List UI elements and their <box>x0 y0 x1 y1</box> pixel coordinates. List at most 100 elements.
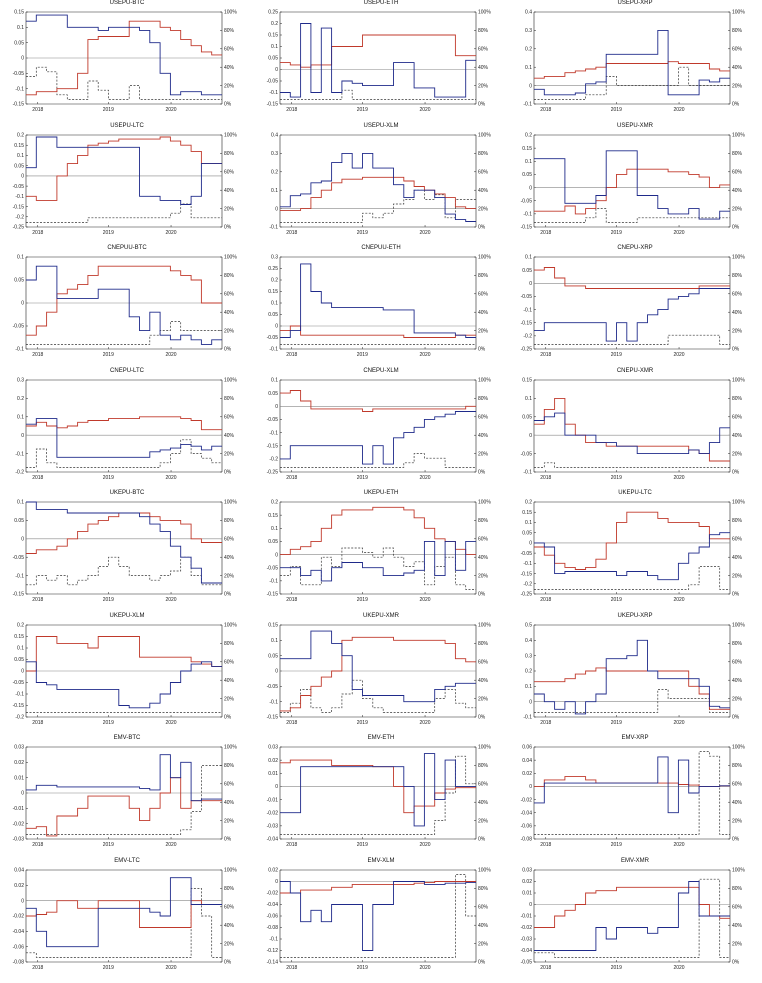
x-tick-label: 2020 <box>419 230 430 236</box>
y-tick-label: 0.05 <box>14 163 24 169</box>
chart-title: UKEPU-XMR <box>362 612 399 619</box>
y-tick-label: -0.03 <box>521 936 533 942</box>
y-tick-label: 0.1 <box>525 684 532 690</box>
y2-tick-label: 0% <box>224 959 232 965</box>
y2-tick-label: 80% <box>224 763 235 769</box>
chart-svg: 0.03 0.02 0.01 0 -0.01 -0.02 -0.03 -0.04 100% 80%… <box>267 745 492 848</box>
x-tick-label: 2018 <box>540 597 551 603</box>
y-tick-label: 0 <box>275 879 278 885</box>
y-tick-label: -0.05 <box>13 71 25 77</box>
y-tick-label: 0.02 <box>14 760 24 766</box>
chart-svg: 0.4 0.3 0.2 0.1 0 -0.1 100% 80% 60% 40% 20% 0% 2018 2… <box>523 10 745 113</box>
y-tick-label: 0.2 <box>525 132 532 138</box>
red-series <box>280 176 476 211</box>
y2-tick-label: 0% <box>478 714 486 720</box>
y2-tick-label: 60% <box>224 47 235 53</box>
y2-tick-label: 40% <box>732 187 743 193</box>
chart-panel: UKEPU-ETH 0.2 0.15 0.1 0.05 0 -0.05 -0.1 -0.15 10… <box>254 490 508 613</box>
y2-tick-label: 20% <box>478 328 489 334</box>
x-tick-label: 2018 <box>286 597 297 603</box>
y2-tick-label: 40% <box>732 800 743 806</box>
y-tick-label: -0.2 <box>15 214 24 220</box>
y2-tick-label: 80% <box>478 518 489 524</box>
red-series <box>26 265 222 336</box>
y2-tick-label: 100% <box>478 377 491 383</box>
chart-title: EMV-XLM <box>367 857 395 864</box>
y-tick-label: 0.1 <box>271 187 278 193</box>
x-tick-label: 2020 <box>165 842 176 848</box>
y-tick-label: 0 <box>529 83 532 89</box>
y-tick-label: 0 <box>21 537 24 543</box>
y-tick-label: 0.05 <box>14 657 24 663</box>
y2-tick-label: 20% <box>478 573 489 579</box>
y2-tick-label: 80% <box>224 273 235 279</box>
x-tick-label: 2019 <box>103 230 114 236</box>
y-tick-label: 0.15 <box>14 10 24 16</box>
y-tick-label: 0.1 <box>17 414 24 420</box>
y2-tick-label: 40% <box>224 922 235 928</box>
chart-title: CNEPU-LTC <box>110 367 144 374</box>
red-series <box>534 511 730 570</box>
y-tick-label: -0.02 <box>13 821 25 827</box>
blue-series <box>534 288 730 342</box>
y2-tick-label: 100% <box>224 622 237 628</box>
blue-series <box>26 14 222 96</box>
y2-tick-label: 80% <box>224 641 235 647</box>
y-tick-label: 0.1 <box>271 301 278 307</box>
chart-panel: CNEPU-LTC 0.3 0.2 0.1 0 -0.1 -0.2 100% 80% 60% 40%… <box>0 368 254 491</box>
chart-svg: 0.2 0.15 0.1 0.05 0 -0.05 -0.1 -0.15 100% 80% 60% 4… <box>267 500 492 603</box>
y2-tick-label: 20% <box>732 941 743 947</box>
probability-series <box>534 334 730 345</box>
blue-series <box>280 263 476 338</box>
y2-tick-label: 20% <box>732 206 743 212</box>
y-tick-label: -0.1 <box>269 224 278 230</box>
y-tick-label: 0.05 <box>268 56 278 62</box>
y-tick-label: 0 <box>21 432 24 438</box>
y2-tick-label: 60% <box>224 659 235 665</box>
x-tick-label: 2018 <box>32 107 43 113</box>
x-tick-label: 2020 <box>165 720 176 726</box>
chart-panel: UKEPU-XMR 0.15 0.1 0.05 0 -0.05 -0.1 -0.15 100% 8… <box>254 613 508 736</box>
x-tick-label: 2020 <box>419 475 430 481</box>
blue-series <box>26 136 222 205</box>
chart-svg: 0.1 0.05 0 -0.05 -0.1 -0.15 100% 80% 60% 40% 20% 0%… <box>13 500 238 603</box>
y2-tick-label: 60% <box>732 537 743 543</box>
y2-tick-label: 0% <box>478 469 486 475</box>
y-tick-label: -0.15 <box>267 714 279 720</box>
y-tick-label: -0.1 <box>15 451 24 457</box>
y2-tick-label: 60% <box>224 782 235 788</box>
chart-svg: 0.3 0.2 0.1 0 -0.1 -0.2 100% 80% 60% 40% 20% 0% 2018… <box>15 377 237 480</box>
x-tick-label: 2019 <box>103 107 114 113</box>
y2-tick-label: 60% <box>732 659 743 665</box>
y2-tick-label: 80% <box>732 763 743 769</box>
y2-tick-label: 40% <box>732 432 743 438</box>
y-tick-label: 0.3 <box>271 151 278 157</box>
y2-tick-label: 100% <box>732 132 745 138</box>
y2-tick-label: 100% <box>732 500 745 506</box>
blue-series <box>26 417 222 458</box>
y2-tick-label: 80% <box>732 151 743 157</box>
y2-tick-label: 40% <box>478 800 489 806</box>
x-tick-label: 2020 <box>673 475 684 481</box>
chart-title: EMV-BTC <box>113 735 141 741</box>
y2-tick-label: 80% <box>478 28 489 34</box>
x-tick-label: 2020 <box>419 842 430 848</box>
blue-series <box>280 23 476 98</box>
y2-tick-label: 20% <box>732 573 743 579</box>
blue-series <box>26 265 222 345</box>
chart-title: CNEPU-XRP <box>617 245 653 251</box>
x-tick-label: 2019 <box>611 842 622 848</box>
y-tick-label: -0.25 <box>521 347 533 353</box>
y2-tick-label: 100% <box>224 255 237 261</box>
y-tick-label: 0 <box>21 56 24 62</box>
chart-panel: CNEPU-XMR 0.15 0.1 0.05 0 -0.05 -0.1 100% 80% 60%… <box>508 368 762 491</box>
y-tick-label: -0.05 <box>267 335 279 341</box>
chart-panel: EMV-XMR 0.03 0.02 0.01 0 -0.01 -0.02 -0.03 -0.04… <box>508 858 762 981</box>
y2-tick-label: 100% <box>732 255 745 261</box>
y-tick-label: 0.15 <box>522 377 532 383</box>
y2-tick-label: 60% <box>478 904 489 910</box>
chart-title: UKEPU-ETH <box>363 490 399 496</box>
y2-tick-label: 0% <box>732 224 740 230</box>
y2-tick-label: 0% <box>732 469 740 475</box>
